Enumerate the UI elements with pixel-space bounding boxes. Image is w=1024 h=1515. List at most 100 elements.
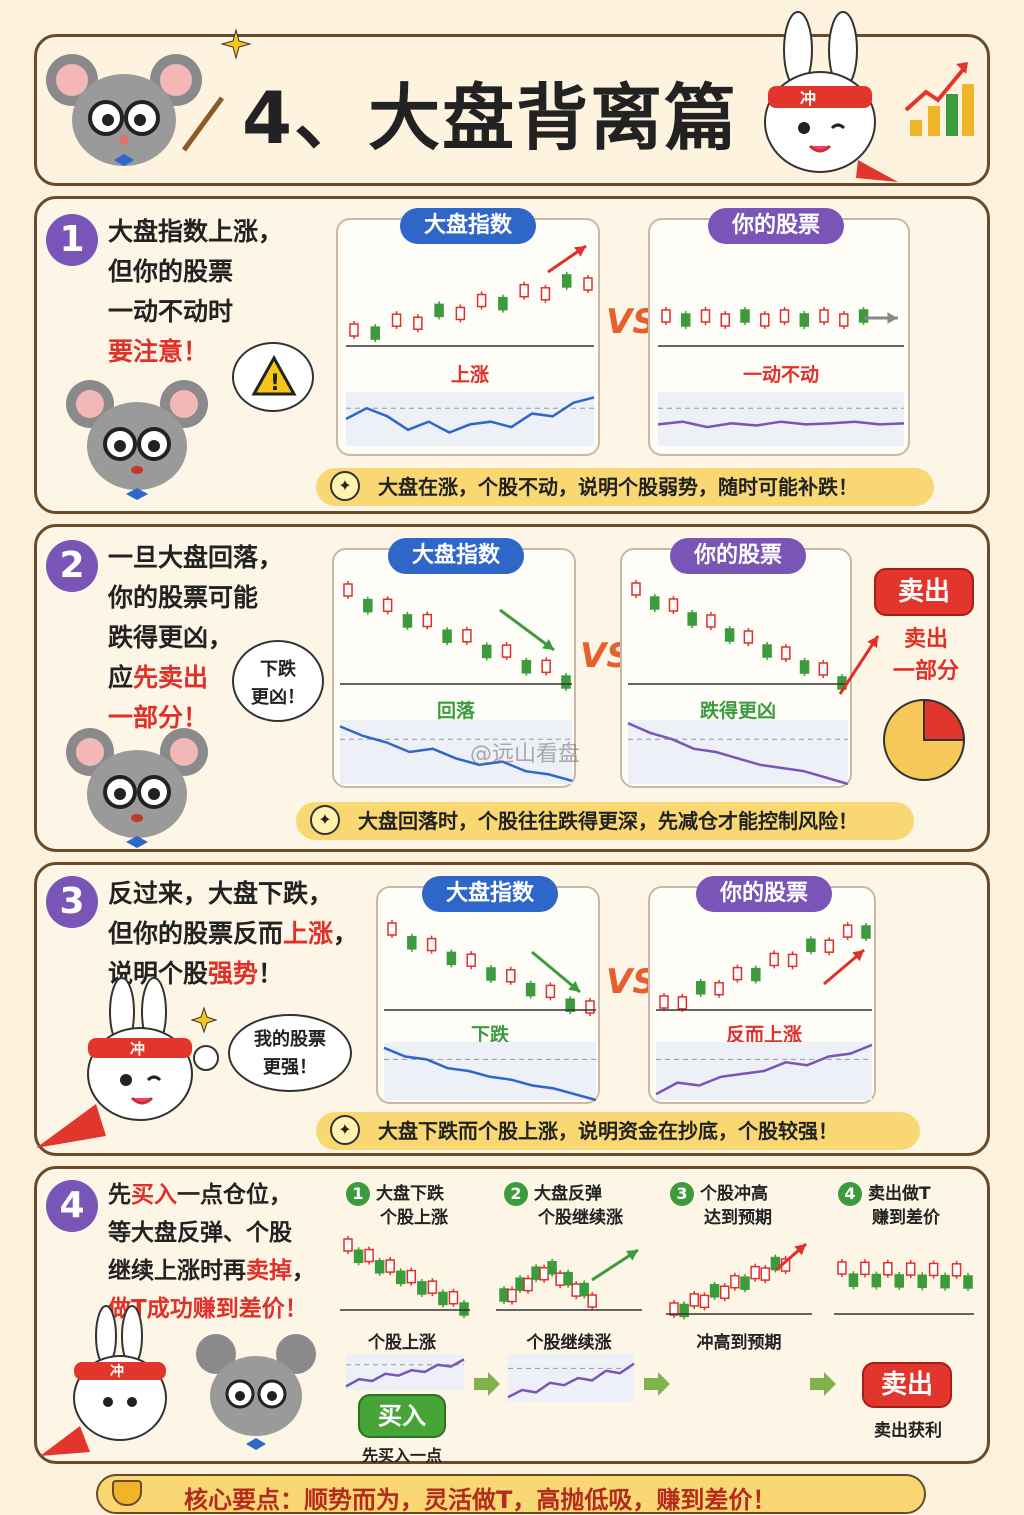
step-1-note: 先买入一点 xyxy=(361,1446,442,1465)
candle-body xyxy=(724,628,735,642)
candlestick-chart xyxy=(384,920,596,1016)
candle-body xyxy=(407,936,417,950)
trend-arrowhead xyxy=(574,246,586,257)
lightbulb-icon: ✦ xyxy=(330,471,360,501)
candle-body xyxy=(669,1302,679,1316)
candle-body xyxy=(842,924,853,938)
scared-mouse-mascot xyxy=(66,728,208,848)
candle-body xyxy=(442,629,452,643)
candle-body xyxy=(706,614,716,628)
card-label: 回落 xyxy=(436,700,475,722)
sell-button[interactable]: 卖出 xyxy=(874,568,974,616)
candle-body xyxy=(579,1282,589,1297)
rising-chart-icon xyxy=(904,62,974,136)
candle-body xyxy=(547,1260,557,1275)
trend-line xyxy=(383,1046,597,1102)
tip-bar: ✦ 大盘回落时，个股往往跌得更深，先减仓才能控制风险！ xyxy=(296,802,914,840)
step-4-note: 卖出获利 xyxy=(874,1421,942,1441)
step-1-title: 1 大盘下跌 个股上涨 xyxy=(346,1182,448,1230)
candle-body xyxy=(507,1288,517,1303)
candle-body xyxy=(391,313,402,327)
candle-body xyxy=(571,1283,581,1297)
candle-body xyxy=(871,1273,882,1288)
bunny-and-mouse-mascots: 冲 xyxy=(40,1305,316,1456)
section-number: 2 xyxy=(46,540,98,592)
pie-chart-icon xyxy=(883,698,966,781)
footer-bar: 核心要点：顺势而为，灵活做T，高抛低吸，赚到差价！ xyxy=(96,1474,926,1514)
trophy-icon xyxy=(112,1480,142,1506)
candle-body xyxy=(561,675,571,689)
svg-text:!: ! xyxy=(270,371,280,396)
step-3-title: 3 个股冲高 达到预期 xyxy=(670,1182,772,1230)
candle-body xyxy=(799,313,810,327)
candle-body xyxy=(486,967,496,981)
candlestick-chart xyxy=(656,922,872,1012)
candle-body xyxy=(681,313,691,327)
market-index-card: 大盘指数 上涨 xyxy=(336,208,600,456)
card-label: 上涨 xyxy=(450,364,489,386)
trend-arrowhead xyxy=(794,1244,806,1256)
candle-body xyxy=(740,309,750,323)
card-title: 大盘指数 xyxy=(388,538,524,574)
trend-line xyxy=(627,722,849,786)
trend-line-chart xyxy=(383,1042,597,1102)
candle-body xyxy=(668,598,679,612)
candle-body xyxy=(799,660,810,674)
candle-body xyxy=(732,966,743,981)
market-index-card: 大盘指数 回落 xyxy=(332,538,576,788)
candlestick-chart xyxy=(658,307,904,347)
candle-body xyxy=(743,630,754,644)
speech-bubble: 我的股票 更强！ xyxy=(228,1014,352,1092)
card-label: 跌得更凶 xyxy=(699,700,776,722)
worried-mouse-mascot xyxy=(66,380,208,500)
trend-arrow xyxy=(499,608,555,652)
candle-body xyxy=(413,316,423,331)
candle-body xyxy=(426,937,437,952)
card-label: 下跌 xyxy=(470,1024,509,1046)
chart-bg xyxy=(346,392,594,446)
section-number: 1 xyxy=(46,214,98,266)
step-4-candles xyxy=(834,1259,974,1315)
candle-body xyxy=(434,303,444,318)
candle-body xyxy=(659,995,669,1009)
lightbulb-icon: ✦ xyxy=(330,1115,360,1145)
candle-body xyxy=(353,1249,364,1264)
svg-text:冲: 冲 xyxy=(110,1363,124,1380)
step-4-title: 4 卖出做T 赚到差价 xyxy=(838,1182,940,1230)
candle-body xyxy=(700,309,711,323)
step-1-label: 个股上涨 xyxy=(368,1333,436,1353)
candle-body xyxy=(740,1276,750,1290)
arrow-right-icon xyxy=(810,1372,836,1396)
candle-body xyxy=(770,1256,781,1271)
candle-body xyxy=(422,613,433,628)
your-stock-card: 你的股票 一动不动 xyxy=(648,208,910,456)
buy-button[interactable]: 买入 xyxy=(358,1394,446,1438)
candle-body xyxy=(787,953,798,968)
section-4-text: 先买入一点仓位， 等大盘反弹、个股 继续上涨时再卖掉， 做T成功赚到差价！ xyxy=(108,1182,315,1322)
candle-body xyxy=(631,582,641,596)
candle-body xyxy=(501,644,512,658)
candle-body xyxy=(730,1274,740,1289)
trend-arrowhead xyxy=(867,636,878,648)
candle-body xyxy=(498,296,508,311)
candle-body xyxy=(709,1284,720,1298)
candle-body xyxy=(769,952,779,967)
card-title: 你的股票 xyxy=(696,876,832,912)
candle-body xyxy=(525,982,536,997)
candle-body xyxy=(539,1266,549,1281)
candle-body xyxy=(894,1274,905,1288)
candle-body xyxy=(928,1262,939,1277)
candle-body xyxy=(387,922,397,936)
candle-body xyxy=(699,1294,710,1309)
candle-body xyxy=(760,1267,771,1281)
candle-body xyxy=(521,659,532,674)
candle-body xyxy=(762,644,772,658)
sell-button[interactable]: 卖出 xyxy=(862,1362,952,1408)
candle-body xyxy=(462,629,472,643)
card-title: 你的股票 xyxy=(670,538,806,574)
candle-body xyxy=(839,313,849,327)
candle-body xyxy=(417,1281,427,1295)
candle-body xyxy=(818,662,829,676)
candle-body xyxy=(714,981,724,996)
chart-bg xyxy=(508,1354,634,1402)
